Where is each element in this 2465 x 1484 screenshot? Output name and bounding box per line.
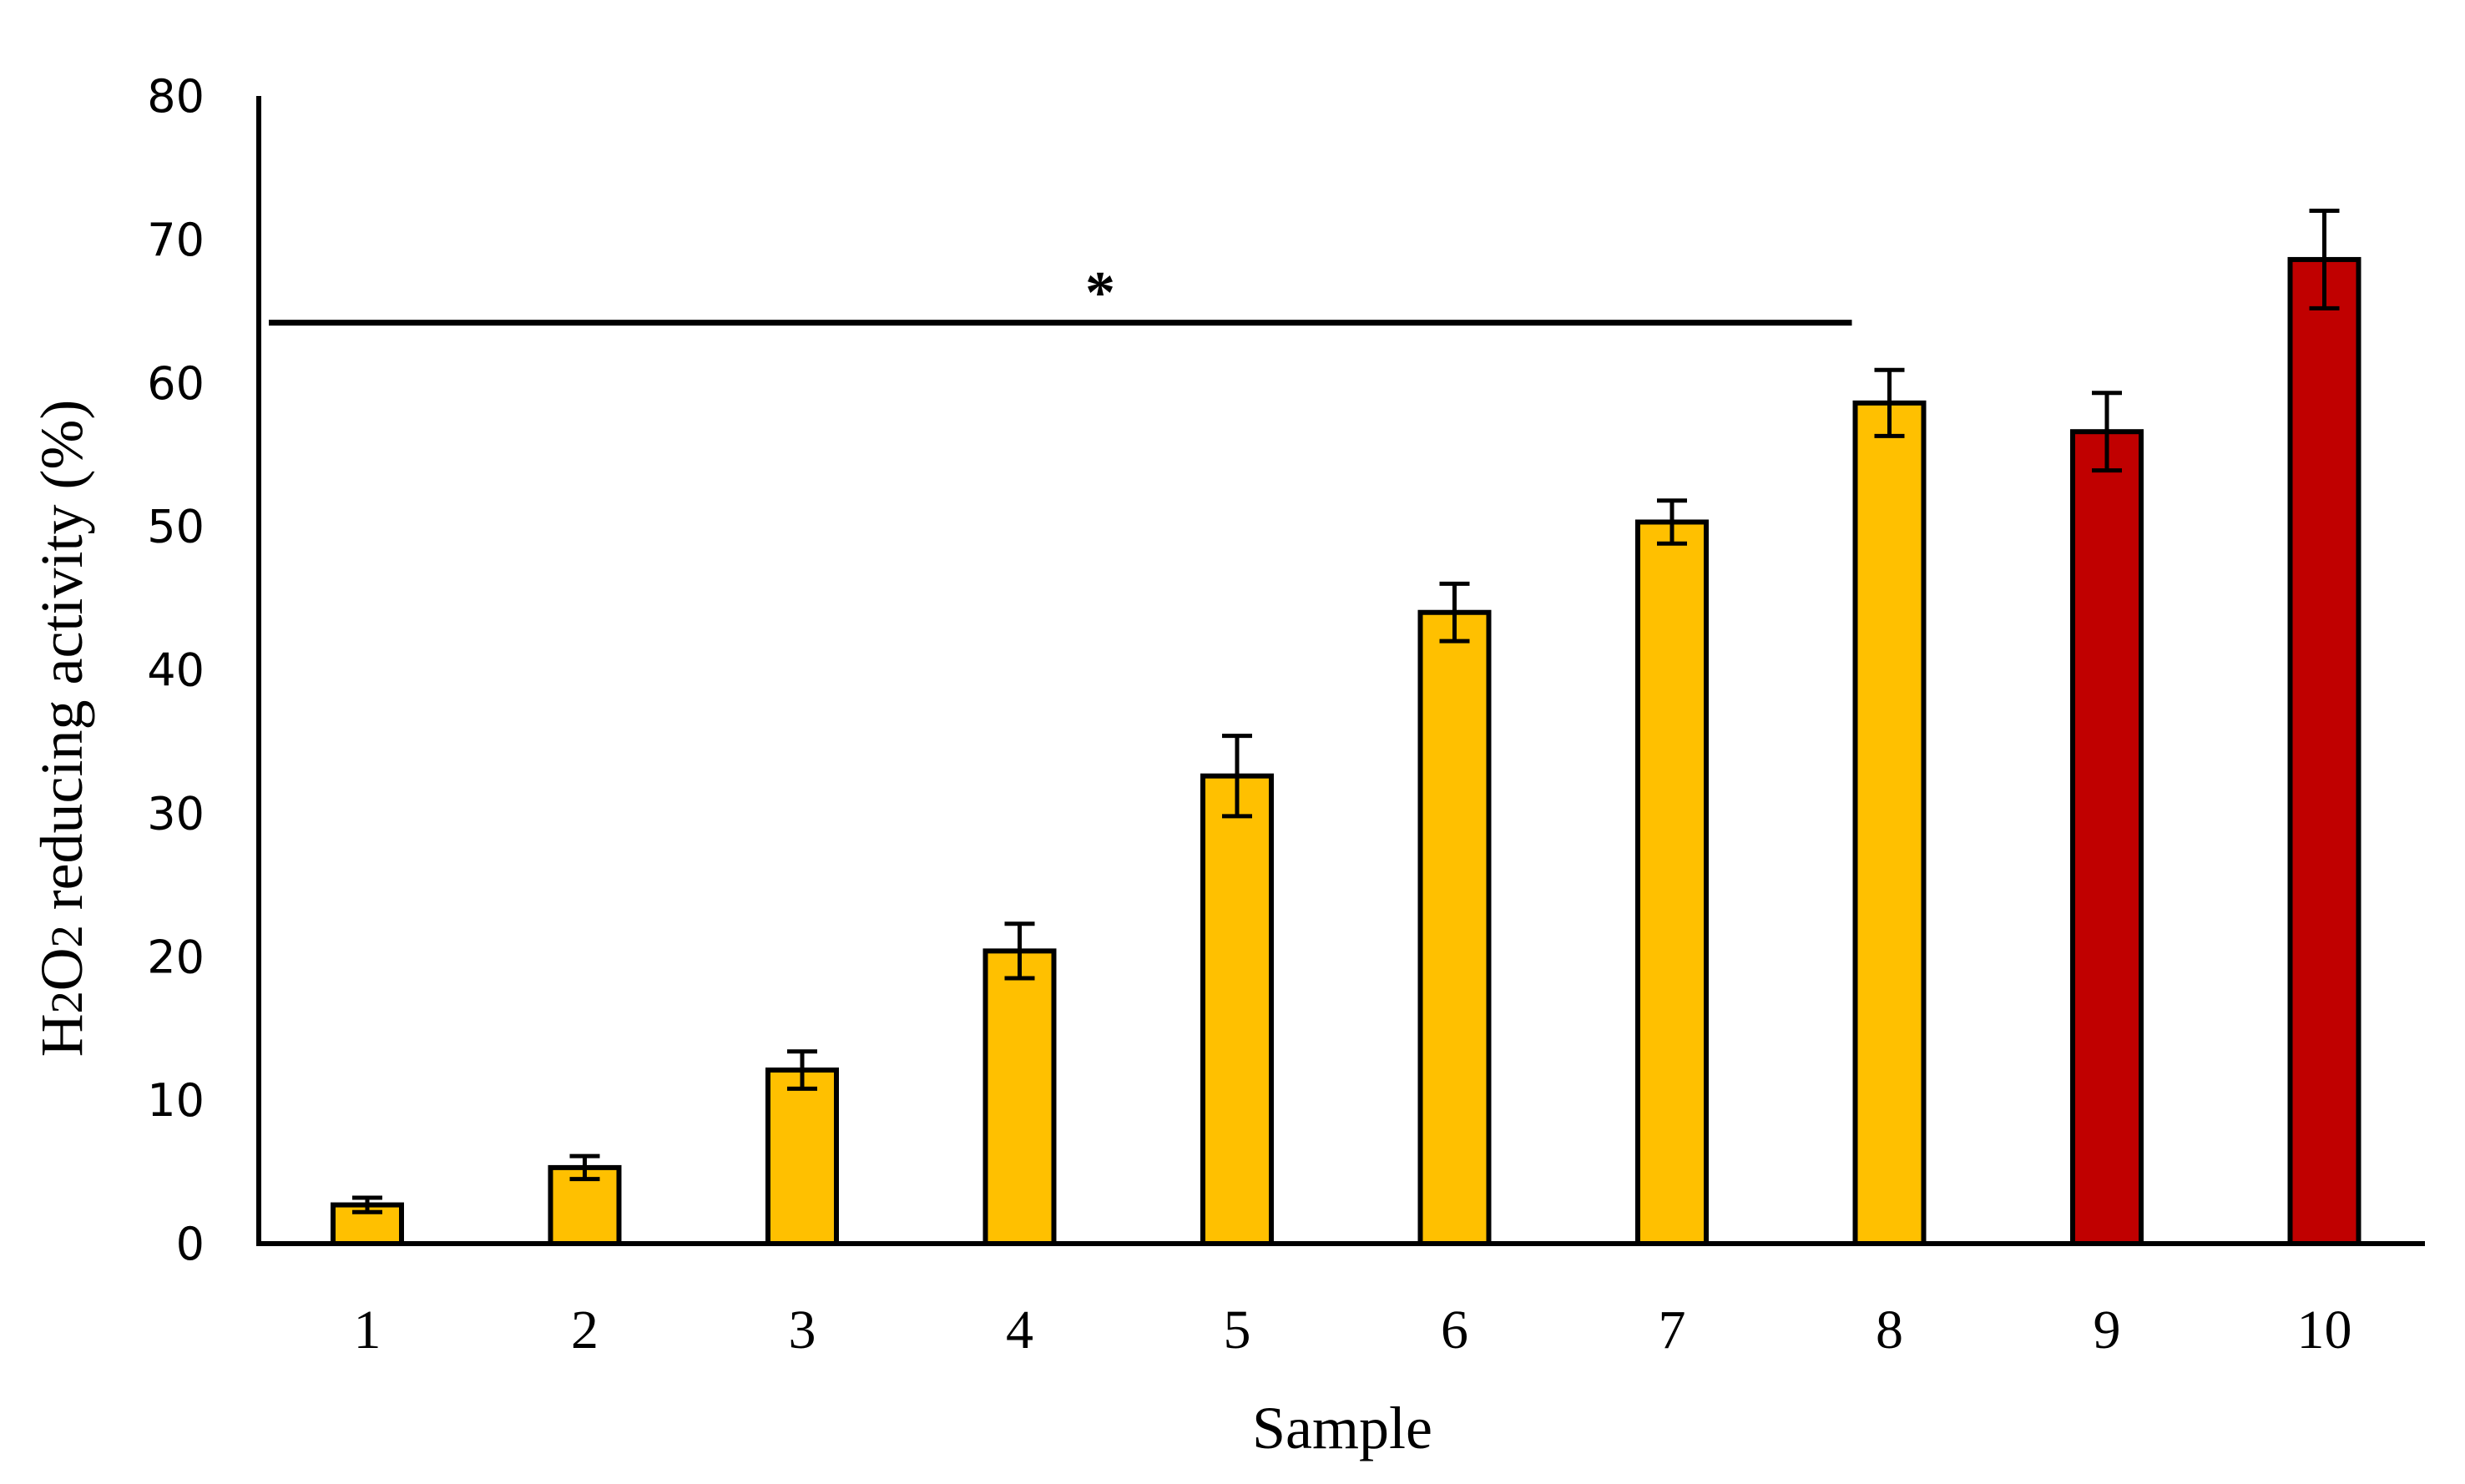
bar [1417, 609, 1492, 1246]
bar [1200, 773, 1274, 1246]
x-tick-label: 6 [1441, 1300, 1468, 1360]
bar [2070, 429, 2144, 1246]
significance-marker: * [1085, 260, 1115, 326]
y-tick-label: 10 [147, 1074, 205, 1127]
error-bar [1657, 498, 1687, 546]
y-tick-label: 60 [147, 357, 205, 410]
y-axis-title: H2O2 reducing activity (%) [28, 400, 95, 1057]
x-tick-label: 1 [354, 1300, 381, 1360]
y-tick-label: 30 [147, 787, 205, 840]
x-tick-label: 10 [2297, 1300, 2352, 1360]
error-bar [2092, 391, 2122, 473]
y-tick-label: 20 [147, 931, 205, 983]
y-tick-label: 70 [147, 214, 205, 266]
x-tick-label: 7 [1659, 1300, 1686, 1360]
y-tick-label: 50 [147, 501, 205, 553]
y-axis-tick-labels: 0 10 20 30 40 50 60 70 80 [147, 70, 205, 1270]
error-bars [352, 209, 2340, 1214]
y-tick-label: 0 [176, 1218, 205, 1270]
bars [331, 256, 2361, 1246]
y-tick-label: 40 [147, 644, 205, 697]
error-bar [569, 1153, 600, 1182]
error-bar [352, 1195, 382, 1214]
error-bar [1439, 581, 1470, 644]
error-bar [1874, 367, 1905, 438]
error-bar [1222, 734, 1252, 819]
error-bar [2309, 209, 2340, 310]
bar [1852, 400, 1927, 1246]
bar [1635, 519, 1709, 1246]
x-tick-label: 5 [1224, 1300, 1251, 1360]
bar [2287, 256, 2361, 1246]
x-tick-label: 4 [1006, 1300, 1033, 1360]
x-axis-tick-labels: 1 2 3 4 5 6 7 8 9 10 [354, 1300, 2352, 1360]
x-tick-label: 8 [1876, 1300, 1903, 1360]
error-bar [787, 1049, 817, 1091]
x-tick-label: 9 [2094, 1300, 2121, 1360]
x-tick-label: 3 [789, 1300, 816, 1360]
error-bar [1004, 921, 1035, 981]
y-tick-label: 80 [147, 70, 205, 123]
bar [765, 1068, 839, 1246]
x-tick-label: 2 [571, 1300, 599, 1360]
bar [982, 948, 1057, 1246]
x-axis-title: Sample [1252, 1395, 1432, 1461]
